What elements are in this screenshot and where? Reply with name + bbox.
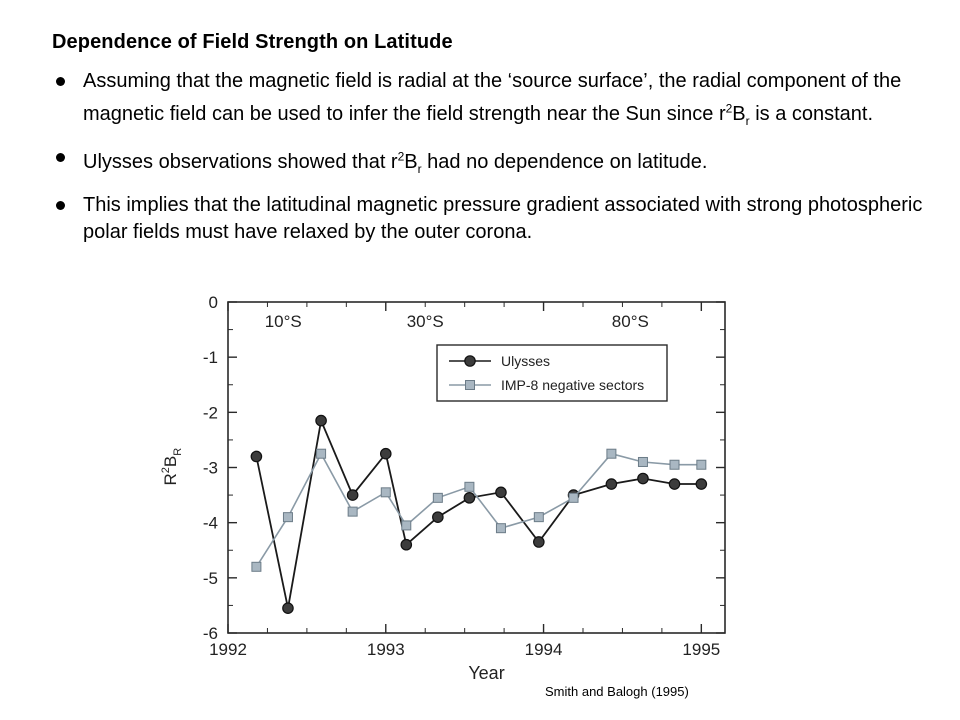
y-tick-label: -1 [203, 348, 218, 367]
imp8-point [669, 459, 680, 470]
imp8-point [282, 512, 293, 523]
y-tick-label: -2 [203, 403, 218, 422]
ulysses-point [637, 472, 649, 485]
imp8-point [637, 456, 648, 467]
latitude-annotation: 80°S [612, 312, 649, 331]
legend-label: IMP-8 negative sectors [501, 377, 644, 393]
bullet-text: This implies that the latitudinal magnet… [83, 194, 923, 244]
x-tick-label: 1994 [525, 640, 563, 659]
latitude-annotation: 10°S [265, 312, 302, 331]
x-tick-label: 1993 [367, 640, 405, 659]
y-tick-label: -6 [203, 624, 218, 643]
ulysses-point [463, 492, 476, 504]
y-axis-label: R2BR [160, 448, 184, 486]
imp8-point [495, 523, 506, 534]
legend-label: Ulysses [501, 353, 550, 369]
imp8-point [533, 512, 544, 523]
legend-swatch-marker [464, 355, 476, 367]
bullet-list: Assuming that the magnetic field is radi… [52, 68, 932, 255]
bullet-dot [56, 201, 65, 211]
y-tick-label: -3 [203, 459, 218, 478]
imp8-point [380, 487, 391, 498]
imp8-point [696, 459, 707, 470]
source-credit: Smith and Balogh (1995) [545, 684, 689, 699]
y-tick-label: -4 [203, 514, 218, 533]
ulysses-point [400, 538, 413, 551]
imp8-point [401, 520, 412, 531]
bullet-text: Assuming that the magnetic field is radi… [83, 70, 902, 128]
imp8-point [568, 492, 579, 503]
latitude-annotation: 30°S [407, 312, 444, 331]
chart: 0 -1 -2 -3 -4 -5 -6 1992 1993 1994 1995 Year R2BR 10°… [140, 285, 750, 685]
imp8-point [251, 561, 262, 572]
ulysses-point [695, 478, 708, 490]
ulysses-point [533, 536, 545, 548]
slide-title: Dependence of Field Strength on Latitude [52, 31, 453, 53]
ulysses-point [495, 486, 507, 499]
bullet-dot [56, 77, 65, 86]
ulysses-point [315, 414, 327, 427]
imp8-point [464, 481, 475, 492]
ulysses-point [668, 478, 681, 490]
legend-box [436, 344, 668, 402]
imp8-point [606, 448, 617, 459]
imp8-point [316, 448, 327, 459]
ulysses-point [379, 447, 392, 460]
imp8-point [432, 492, 443, 503]
bullet-item: Ulysses observations showed that r2Br ha… [52, 144, 932, 184]
x-tick-label: 1995 [682, 640, 720, 659]
y-tick-label: 0 [209, 293, 218, 312]
ulysses-point [250, 450, 263, 463]
x-tick-label: 1992 [209, 640, 247, 659]
x-axis-label: Year [468, 663, 504, 683]
ulysses-point [432, 511, 444, 523]
ulysses-point [282, 602, 294, 614]
bullet-item: This implies that the latitudinal magnet… [52, 192, 932, 246]
bullet-dot [56, 152, 65, 162]
legend-swatch-marker [465, 380, 475, 390]
bullet-item: Assuming that the magnetic field is radi… [52, 68, 932, 135]
bullet-text: Ulysses observations showed that r2Br ha… [83, 149, 708, 177]
ulysses-point [346, 489, 359, 501]
imp8-point [347, 506, 358, 517]
y-tick-label: -5 [203, 569, 218, 588]
ulysses-point [605, 478, 618, 490]
